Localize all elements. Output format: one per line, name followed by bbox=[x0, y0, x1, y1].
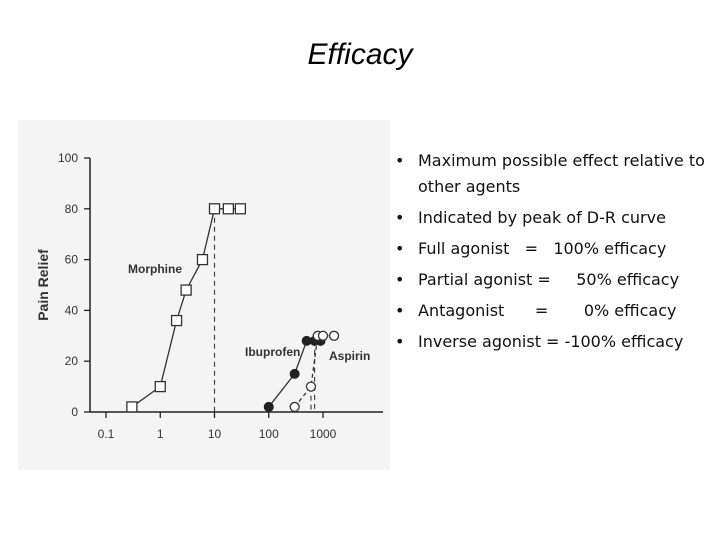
y-tick-label: 60 bbox=[65, 253, 79, 267]
data-point-morphine bbox=[126, 401, 138, 413]
series-label-morphine: Morphine bbox=[128, 262, 182, 276]
chart-svg: 0 20 40 60 80 100 0.1 1 10 100 1000 Pain Relief M… bbox=[35, 151, 383, 441]
bullet-item: • Partial agonist = 50% efficacy bbox=[392, 267, 712, 293]
x-tick-label: 0.1 bbox=[98, 427, 115, 441]
data-point-aspirin bbox=[289, 401, 300, 413]
data-point-aspirin bbox=[317, 330, 329, 341]
bullet-item: • Indicated by peak of D-R curve bbox=[392, 205, 712, 231]
y-tick-label: 100 bbox=[58, 151, 78, 165]
data-point-aspirin bbox=[328, 330, 340, 341]
drop-lines bbox=[213, 208, 316, 412]
bullet-item: • Inverse agonist = -100% efficacy bbox=[392, 329, 712, 355]
bullet-item: • Full agonist = 100% efficacy bbox=[392, 236, 712, 262]
series-label-ibuprofen: Ibuprofen bbox=[245, 345, 300, 359]
bullet-list: • Maximum possible effect relative to oth… bbox=[392, 148, 712, 360]
data-point-morphine bbox=[154, 380, 166, 393]
x-tick-label: 1 bbox=[157, 427, 164, 441]
y-tick-label: 40 bbox=[65, 303, 79, 317]
series-marks bbox=[126, 203, 340, 413]
bullet-dot: • bbox=[395, 208, 405, 227]
data-point-morphine bbox=[234, 203, 247, 215]
y-tick-label: 0 bbox=[71, 405, 78, 419]
x-tick-label: 10 bbox=[208, 427, 222, 441]
slide-title: Efficacy bbox=[307, 38, 413, 71]
bullet-item: • Antagonist = 0% efficacy bbox=[392, 298, 712, 324]
x-axis-ticks: 0.1 1 10 100 1000 bbox=[98, 412, 337, 441]
data-point-aspirin bbox=[305, 381, 317, 392]
bullet-item: • Maximum possible effect relative to oth… bbox=[392, 148, 712, 200]
bullet-dot: • bbox=[395, 151, 405, 170]
x-tick-label: 100 bbox=[259, 427, 279, 441]
data-point-morphine bbox=[222, 203, 234, 215]
dose-response-chart: 0 20 40 60 80 100 0.1 1 10 100 1000 Pain Relief M… bbox=[18, 120, 390, 470]
series-lines bbox=[131, 208, 335, 408]
bullet-dot: • bbox=[395, 270, 405, 289]
bullet-dot: • bbox=[395, 239, 405, 258]
bullet-text: Full agonist = 100% efficacy bbox=[418, 239, 667, 258]
data-point-morphine bbox=[208, 203, 221, 215]
y-axis-label: Pain Relief bbox=[35, 249, 51, 321]
y-axis-ticks: 0 20 40 60 80 100 bbox=[58, 151, 90, 419]
series-label-aspirin: Aspirin bbox=[329, 349, 370, 363]
y-tick-label: 80 bbox=[65, 202, 79, 216]
data-point-morphine bbox=[196, 253, 209, 266]
x-tick-label: 1000 bbox=[310, 427, 337, 441]
data-point-morphine bbox=[170, 314, 183, 327]
bullet-dot: • bbox=[395, 301, 405, 320]
data-point-ibuprofen bbox=[263, 401, 274, 412]
bullet-text: Indicated by peak of D-R curve bbox=[418, 208, 666, 227]
bullet-text: Inverse agonist = -100% efficacy bbox=[418, 332, 684, 351]
bullet-text: Maximum possible effect relative to othe… bbox=[418, 151, 710, 196]
y-tick-label: 20 bbox=[65, 354, 79, 368]
bullet-text: Partial agonist = 50% efficacy bbox=[418, 270, 680, 289]
bullet-dot: • bbox=[395, 332, 405, 351]
data-point-ibuprofen bbox=[289, 368, 300, 379]
series-line-morphine bbox=[131, 208, 241, 408]
bullet-text: Antagonist = 0% efficacy bbox=[418, 301, 677, 320]
data-point-morphine bbox=[180, 284, 192, 296]
